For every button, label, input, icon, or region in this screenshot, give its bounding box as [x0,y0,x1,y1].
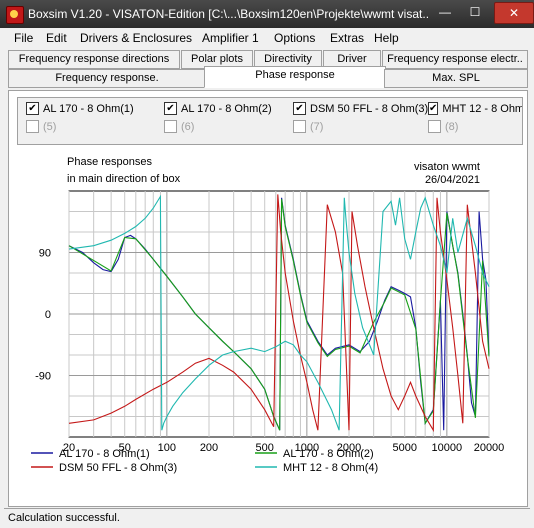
menu-amplifier[interactable]: Amplifier 1 [202,31,259,45]
minimize-button[interactable]: — [439,5,451,19]
menu-help[interactable]: Help [374,31,399,45]
tab-max-spl[interactable]: Max. SPL [384,69,528,88]
checkbox-empty [164,120,177,133]
series-line-3 [68,194,490,433]
checkbox-empty [428,120,441,133]
driver-label: DSM 50 FFL - 8 Ohm(3) [310,102,429,115]
chart-project-name: visaton wwmt [414,161,480,173]
tab-frequency-response[interactable]: Frequency response. [8,69,206,88]
driver-label: (7) [310,120,324,133]
menu-options[interactable]: Options [274,31,316,45]
tab-driver[interactable]: Driver [323,50,381,69]
x-tick-label: 500 [256,442,274,454]
y-tick-label: -90 [35,371,51,383]
chart-axes: 20 50 100 200 500 1000 2000 5000 10000 20000 90 0 -9… [35,248,504,455]
driver-checkbox-8: (8) [428,120,458,133]
x-tick-label: 50 [119,442,131,454]
checkbox-check[interactable]: ✔ [293,102,306,115]
app-icon[interactable] [6,6,24,24]
driver-checkbox-4[interactable]: ✔ MHT 12 - 8 Ohm(4) [428,102,522,115]
x-tick-label: 2000 [337,442,361,454]
x-tick-label: 5000 [392,442,416,454]
chart-title: Phase responses [67,156,152,168]
y-tick-label: 0 [45,309,51,321]
close-button[interactable]: ✕ [494,2,534,24]
menu-file[interactable]: File [14,31,34,45]
series-line-2 [68,199,490,431]
tab-phase-response[interactable]: Phase response [204,66,386,88]
legend-label-3: DSM 50 FFL - 8 Ohm(3) [59,462,177,474]
checkbox-check[interactable]: ✔ [428,102,439,115]
chart-subtitle: in main direction of box [67,173,181,185]
menu-edit[interactable]: Edit [46,31,67,45]
x-tick-label: 1000 [295,442,319,454]
chart-legend: AL 170 - 8 Ohm(1) AL 170 - 8 Ohm(2) DSM 50… [31,448,378,474]
checkbox-check[interactable]: ✔ [164,102,177,115]
menu-bar: File Edit Drivers & Enclosures Amplifier… [0,28,534,48]
driver-checkbox-2[interactable]: ✔ AL 170 - 8 Ohm(2) [164,102,272,115]
x-tick-label: 20000 [474,442,505,454]
driver-label: (5) [43,120,57,133]
driver-label: AL 170 - 8 Ohm(1) [43,102,134,115]
driver-label: (6) [181,120,195,133]
legend-label-1: AL 170 - 8 Ohm(1) [59,448,150,460]
checkbox-empty [26,120,39,133]
phase-response-panel: ✔ AL 170 - 8 Ohm(1) ✔ AL 170 - 8 Ohm(2) … [8,90,528,507]
driver-checkbox-1[interactable]: ✔ AL 170 - 8 Ohm(1) [26,102,134,115]
driver-checkbox-5: (5) [26,120,56,133]
menu-extras[interactable]: Extras [330,31,365,45]
tab-strip: Frequency response directions Polar plot… [8,49,528,90]
legend-label-2: AL 170 - 8 Ohm(2) [283,448,374,460]
driver-checkbox-6: (6) [164,120,194,133]
x-tick-label: 10000 [432,442,463,454]
maximize-button[interactable]: ☐ [469,5,481,19]
driver-label: (8) [445,120,459,133]
x-tick-label: 200 [200,442,218,454]
chart-date: 26/04/2021 [425,174,480,186]
status-bar: Calculation successful. [4,508,530,526]
x-tick-label: 20 [63,442,75,454]
checkbox-check[interactable]: ✔ [26,102,39,115]
chart-series [68,194,490,433]
phase-chart-area: Phase responses in main direction of box… [17,151,525,506]
tab-directivity[interactable]: Directivity [254,50,322,69]
legend-label-4: MHT 12 - 8 Ohm(4) [283,462,378,474]
driver-checkboxes: ✔ AL 170 - 8 Ohm(1) ✔ AL 170 - 8 Ohm(2) … [17,97,523,145]
title-bar: Boxsim V1.20 - VISATON-Edition [C:\...\B… [0,0,534,28]
tab-frequency-response-electrical[interactable]: Frequency response electr.. [382,50,528,69]
phase-chart: Phase responses in main direction of box… [31,156,504,474]
window-title: Boxsim V1.20 - VISATON-Edition [C:\...\B… [28,7,428,21]
driver-checkbox-3[interactable]: ✔ DSM 50 FFL - 8 Ohm(3) [293,102,428,115]
menu-drivers-enclosures[interactable]: Drivers & Enclosures [80,31,193,45]
driver-label: MHT 12 - 8 Ohm(4) [442,102,522,115]
chart-grid [68,190,490,438]
driver-label: AL 170 - 8 Ohm(2) [181,102,272,115]
checkbox-empty [293,120,306,133]
y-tick-label: 90 [39,248,51,260]
driver-checkbox-7: (7) [293,120,323,133]
series-line-4 [68,194,490,431]
tab-frequency-response-directions[interactable]: Frequency response directions [8,50,180,69]
x-tick-label: 100 [158,442,176,454]
